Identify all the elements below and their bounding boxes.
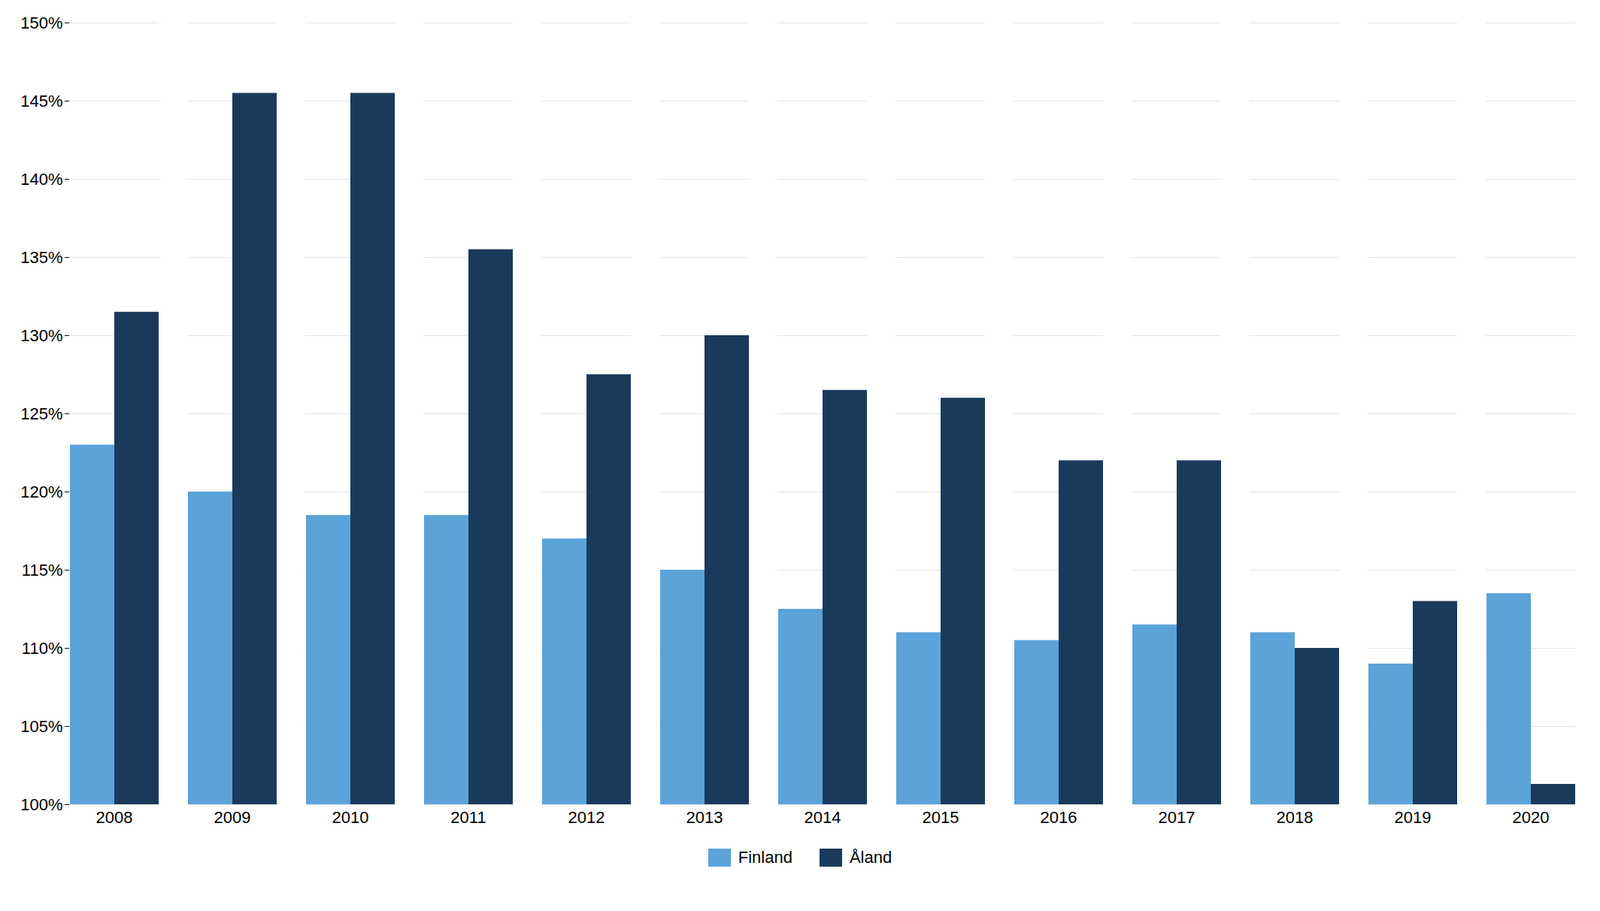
svg-text:140%: 140%: [20, 169, 63, 189]
svg-text:2014: 2014: [804, 808, 842, 828]
svg-text:120%: 120%: [20, 482, 63, 502]
svg-text:2018: 2018: [1276, 808, 1314, 828]
svg-text:115%: 115%: [21, 560, 64, 580]
html-text:Åland: Åland: [849, 848, 892, 867]
svg-text:145%: 145%: [20, 91, 63, 111]
svg-text:105%: 105%: [20, 717, 63, 737]
svg-text:2020: 2020: [1512, 808, 1550, 828]
svg-text:100%: 100%: [20, 795, 63, 815]
svg-text:2017: 2017: [1158, 808, 1196, 828]
html-text:Finland: Finland: [738, 848, 793, 867]
svg-text:110%: 110%: [21, 639, 64, 658]
svg-text:2010: 2010: [332, 808, 370, 828]
svg-text:2012: 2012: [568, 808, 606, 828]
svg-text:2009: 2009: [214, 808, 252, 828]
svg-text:2011: 2011: [450, 808, 486, 828]
svg-text:135%: 135%: [20, 248, 63, 267]
svg-text:2013: 2013: [686, 808, 724, 828]
svg-text:2015: 2015: [922, 808, 960, 828]
svg-text:2019: 2019: [1394, 808, 1432, 828]
svg-text:130%: 130%: [20, 326, 63, 346]
svg-text:2008: 2008: [96, 808, 134, 828]
svg-text:125%: 125%: [20, 404, 63, 424]
svg-text:2016: 2016: [1040, 808, 1078, 828]
svg-text:150%: 150%: [20, 13, 63, 33]
